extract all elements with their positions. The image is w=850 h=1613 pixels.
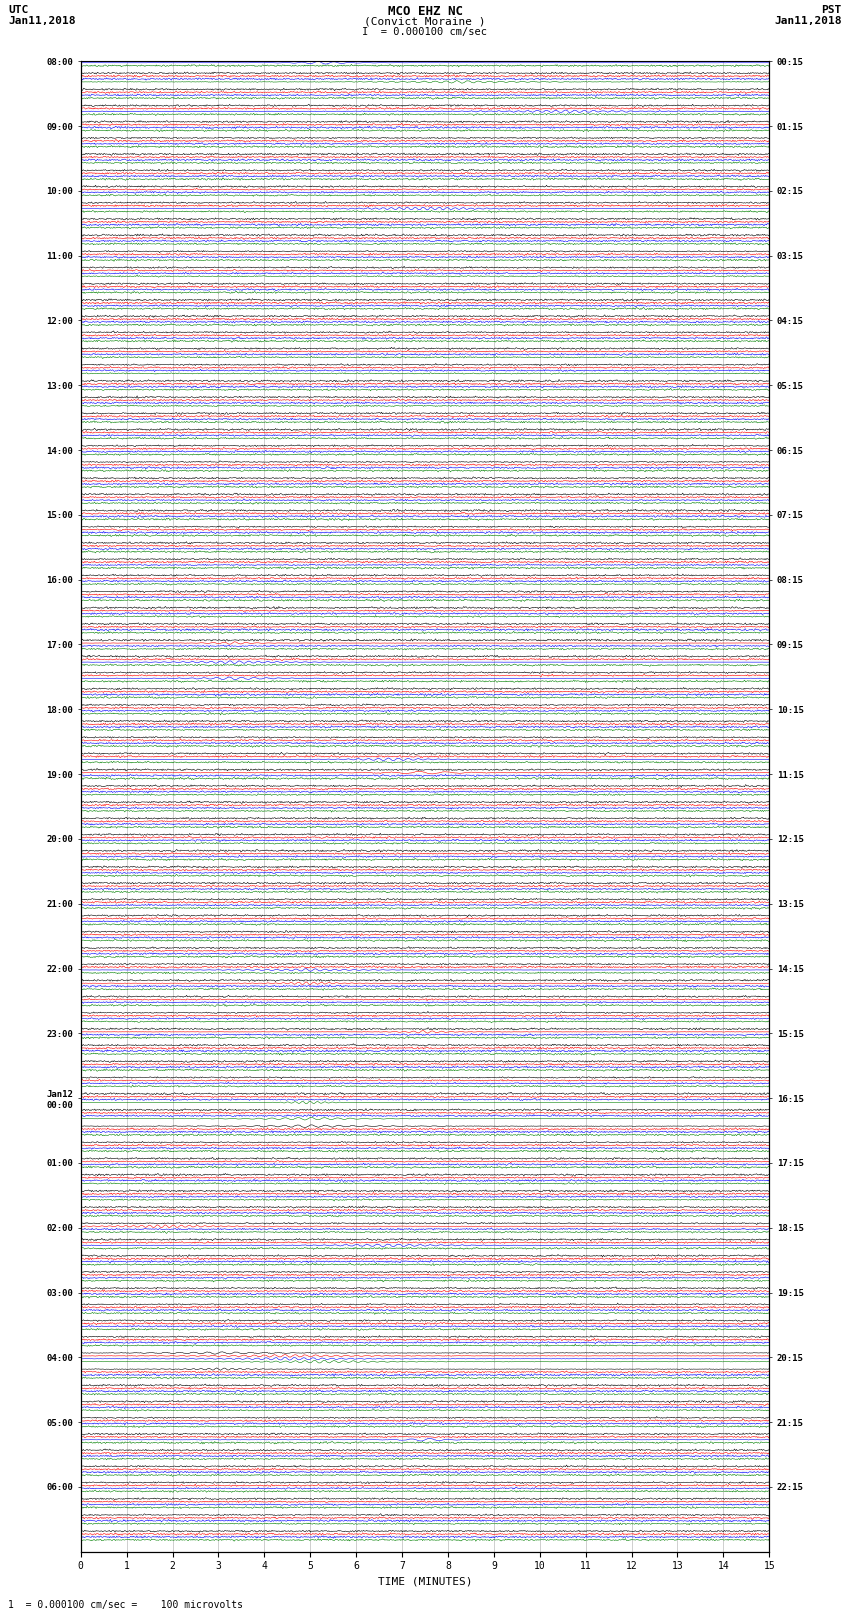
Text: 1  = 0.000100 cm/sec =    100 microvolts: 1 = 0.000100 cm/sec = 100 microvolts bbox=[8, 1600, 243, 1610]
Text: (Convict Moraine ): (Convict Moraine ) bbox=[365, 16, 485, 26]
Text: Jan11,2018: Jan11,2018 bbox=[774, 16, 842, 26]
X-axis label: TIME (MINUTES): TIME (MINUTES) bbox=[377, 1578, 473, 1587]
Text: UTC: UTC bbox=[8, 5, 29, 15]
Text: PST: PST bbox=[821, 5, 842, 15]
Text: I  = 0.000100 cm/sec: I = 0.000100 cm/sec bbox=[362, 27, 488, 37]
Text: MCO EHZ NC: MCO EHZ NC bbox=[388, 5, 462, 18]
Text: Jan11,2018: Jan11,2018 bbox=[8, 16, 76, 26]
